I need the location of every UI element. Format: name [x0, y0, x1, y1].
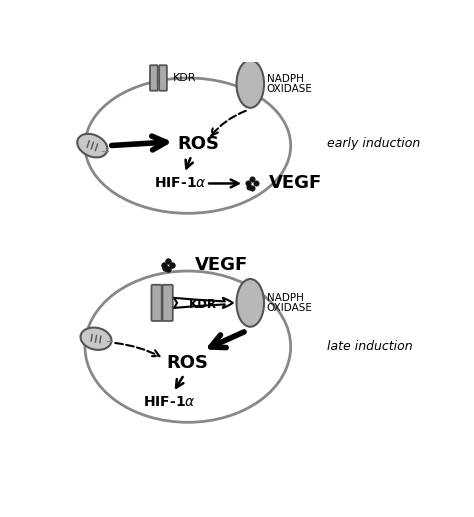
Text: VEGF: VEGF [269, 174, 322, 192]
Ellipse shape [237, 60, 264, 108]
Text: OXIDASE: OXIDASE [267, 302, 313, 313]
Text: HIF-1$\alpha$: HIF-1$\alpha$ [143, 396, 196, 409]
Text: OXIDASE: OXIDASE [267, 84, 313, 94]
Text: KDR: KDR [173, 73, 196, 83]
Ellipse shape [237, 279, 264, 327]
Text: VEGF: VEGF [195, 256, 248, 274]
Ellipse shape [85, 78, 291, 214]
Text: ROS: ROS [178, 134, 220, 153]
FancyBboxPatch shape [163, 285, 173, 321]
FancyBboxPatch shape [150, 65, 158, 90]
Ellipse shape [85, 271, 291, 422]
Ellipse shape [81, 328, 111, 350]
Text: NADPH: NADPH [267, 74, 304, 84]
FancyBboxPatch shape [152, 285, 162, 321]
Text: KDR: KDR [189, 298, 217, 311]
Text: ROS: ROS [167, 354, 209, 372]
Ellipse shape [77, 134, 108, 158]
Text: early induction: early induction [328, 137, 420, 150]
Text: late induction: late induction [328, 340, 413, 353]
Text: NADPH: NADPH [267, 293, 304, 303]
FancyBboxPatch shape [159, 65, 167, 90]
Text: HIF-1$\alpha$: HIF-1$\alpha$ [154, 176, 207, 190]
